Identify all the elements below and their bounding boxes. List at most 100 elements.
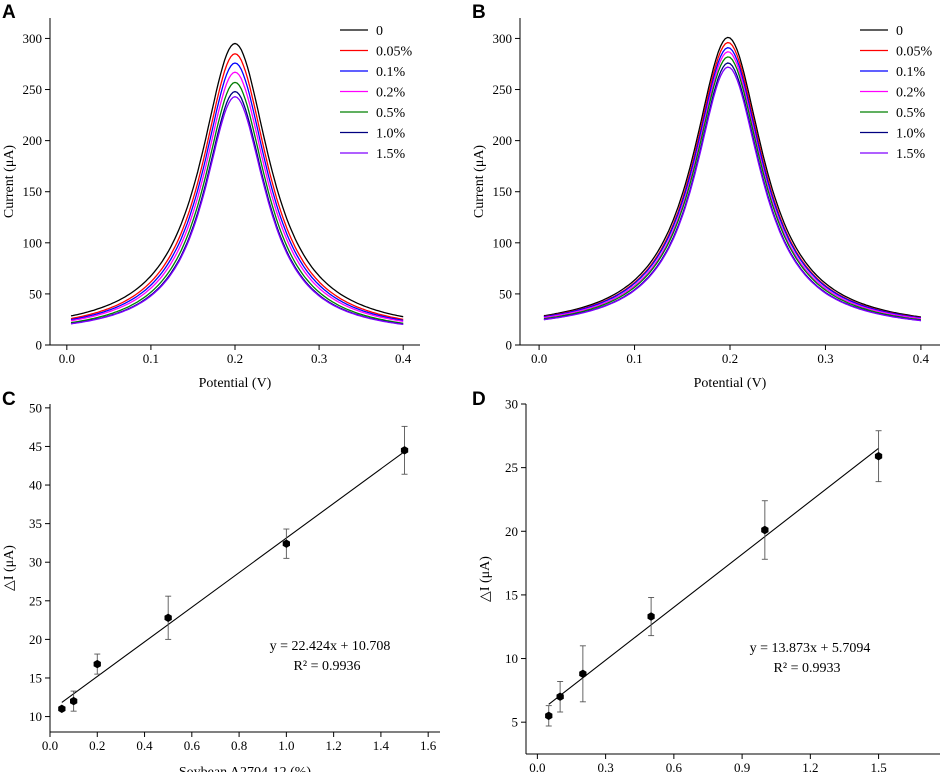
series-line	[70, 90, 404, 325]
fit-line	[61, 451, 405, 703]
y-tick-label: 150	[23, 184, 43, 199]
series-line	[543, 51, 921, 320]
series-line	[543, 66, 921, 322]
data-point	[556, 692, 564, 701]
series-line	[543, 41, 921, 319]
x-tick-label: 0.3	[311, 351, 327, 366]
panel-b: B 0.0 0.1 0.2 0.3 0.4 0 50 100 150 200 250 300 Poten…	[472, 2, 940, 391]
x-tick-label: 0.6	[184, 738, 201, 753]
x-tick-label: 0.8	[231, 738, 247, 753]
data-point	[58, 704, 66, 713]
data-point	[93, 659, 101, 669]
y-tick-label: 50	[29, 286, 42, 301]
y-tick-label: 50	[29, 400, 42, 415]
plot-b: 0.0 0.1 0.2 0.3 0.4 0 50 100 150 200 250 300 Potenti…	[472, 18, 940, 391]
legend-label: 0.05%	[896, 45, 933, 60]
y-tick-label: 250	[23, 82, 43, 97]
x-tick-label: 0.3	[597, 760, 613, 772]
legend-label: 0.05%	[376, 45, 413, 60]
series-line	[70, 81, 404, 324]
data-point	[70, 696, 78, 706]
y-tick-label: 35	[29, 516, 42, 531]
legend-label: 0.5%	[376, 106, 406, 121]
fit-line	[548, 447, 879, 705]
plot-c: 0.0 0.2 0.4 0.6 0.8 1.0 1.2 1.4 1.6 10 15 20 25 30 35 4…	[2, 400, 440, 772]
x-tick-label: 0.0	[531, 351, 547, 366]
series-line	[70, 53, 404, 321]
legend-label: 0	[376, 24, 383, 39]
y-tick-label: 10	[29, 709, 42, 724]
y-tick-label: 30	[505, 397, 518, 412]
fit-equation: y = 13.873x + 5.7094	[750, 641, 871, 656]
x-axis-title: Potential (V)	[694, 376, 767, 391]
y-tick-label: 100	[23, 235, 43, 250]
y-axis-title: △I (μA)	[478, 556, 493, 602]
r-squared: R² = 0.9933	[774, 661, 841, 676]
x-tick-label: 1.5	[870, 760, 886, 772]
series-line	[70, 62, 404, 322]
series-line	[543, 62, 921, 322]
y-tick-label: 100	[493, 235, 513, 250]
series-line	[543, 36, 922, 318]
legend-label: 0.5%	[896, 106, 926, 121]
y-tick-label: 0	[36, 338, 43, 353]
legend-label: 1.5%	[896, 147, 926, 162]
x-tick-label: 0.6	[666, 760, 683, 772]
legend-label: 0.1%	[896, 65, 926, 80]
x-tick-label: 0.1	[626, 351, 642, 366]
y-tick-label: 0	[506, 338, 513, 353]
legend-label: 1.5%	[376, 147, 406, 162]
legend-label: 0.2%	[376, 86, 406, 101]
x-tick-label: 0.0	[529, 760, 545, 772]
x-tick-label: 1.4	[373, 738, 390, 753]
x-tick-label: 0.4	[136, 738, 153, 753]
y-tick-label: 250	[493, 82, 513, 97]
panel-letter-a: A	[2, 2, 16, 23]
panel-letter-c: C	[2, 389, 16, 410]
data-point	[761, 525, 769, 535]
panel-letter-b: B	[472, 2, 486, 23]
y-tick-label: 40	[29, 478, 42, 493]
panel-a: A 0.0 0.1 0.2 0.3 0.4 0 50 100 150 200 250 300 Poten…	[2, 2, 420, 391]
y-tick-label: 15	[29, 670, 42, 685]
legend-label: 1.0%	[376, 127, 406, 142]
series-line	[70, 71, 404, 322]
panel-d: D 0.00.30.60.91.21.551015202530Maize BT-…	[472, 389, 940, 772]
x-tick-label: 0.2	[89, 738, 105, 753]
plot-a: 0.0 0.1 0.2 0.3 0.4 0 50 100 150 200 250 300 Potenti…	[2, 18, 420, 391]
y-tick-label: 25	[505, 460, 518, 475]
data-point	[400, 446, 409, 455]
y-axis-title: Current (μA)	[472, 145, 487, 219]
data-point	[164, 613, 172, 622]
data-point	[545, 711, 553, 720]
y-tick-label: 200	[23, 133, 43, 148]
y-axis-title: △I (μA)	[2, 545, 17, 591]
y-tick-label: 10	[505, 651, 518, 666]
y-tick-label: 15	[505, 587, 518, 602]
data-point	[579, 669, 587, 678]
plot-d: 0.00.30.60.91.21.551015202530Maize BT-17…	[478, 397, 940, 772]
panel-c: C 0.0 0.2 0.4 0.6 0.8 1.0 1.2 1.4 1.6 10 15 20 25 30 3…	[2, 389, 440, 772]
legend-label: 0.2%	[896, 86, 926, 101]
series-line	[543, 56, 921, 321]
x-axis-title: Soybean A2704-12 (%)	[179, 765, 312, 772]
y-tick-label: 5	[512, 715, 519, 730]
x-tick-label: 0.4	[913, 351, 930, 366]
data-point	[282, 539, 290, 548]
y-tick-label: 30	[29, 555, 42, 570]
x-tick-label: 0.3	[817, 351, 833, 366]
x-tick-label: 1.6	[420, 738, 437, 753]
y-tick-label: 200	[493, 133, 513, 148]
data-point	[647, 612, 655, 621]
legend-label: 0	[896, 24, 903, 39]
legend-label: 1.0%	[896, 127, 926, 142]
y-tick-label: 50	[499, 286, 512, 301]
series-line	[70, 42, 404, 318]
x-tick-label: 0.2	[722, 351, 738, 366]
panel-letter-d: D	[472, 389, 486, 410]
y-tick-label: 45	[29, 439, 42, 454]
y-tick-label: 25	[29, 593, 42, 608]
series-line	[543, 47, 921, 319]
y-tick-label: 300	[493, 31, 513, 46]
